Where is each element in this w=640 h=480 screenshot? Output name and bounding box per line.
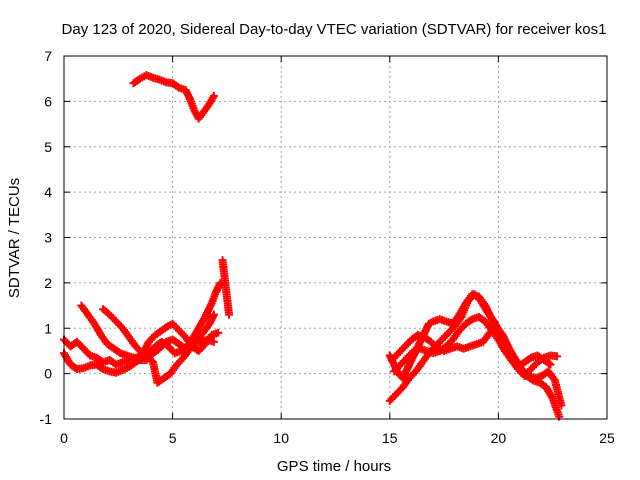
x-tick-label: 20 [491,430,507,446]
data-point [214,328,223,337]
y-tick-label: 5 [44,139,52,155]
data-point [553,352,562,361]
data-point [209,91,218,100]
x-tick-label: 0 [60,430,68,446]
data-point [209,337,218,346]
series-arc-4 [60,335,218,377]
series-arc-8 [387,321,566,410]
y-tick-labels: -1 0 1 2 3 4 5 6 7 [40,48,53,427]
x-tick-label: 15 [382,430,398,446]
data-point [209,310,218,319]
y-tick-label: 1 [44,320,52,336]
grid [64,56,607,419]
chart-title: Day 123 of 2020, Sidereal Day-to-day VTE… [62,21,607,38]
y-tick-label: -1 [40,411,53,427]
x-axis-label: GPS time / hours [277,458,391,475]
data-point [557,401,566,410]
y-tick-label: 2 [44,275,52,291]
data-points [60,71,566,421]
y-tick-label: 3 [44,230,52,246]
y-axis-label: SDTVAR / TECUs [6,178,23,298]
x-tick-label: 5 [169,430,177,446]
plot-frame [63,55,608,420]
y-tick-label: 7 [44,48,52,64]
data-point [225,310,234,319]
data-point [546,360,555,369]
x-tick-label: 25 [599,430,615,446]
series-arc-9 [390,312,555,376]
x-tick-label: 10 [273,430,289,446]
y-tick-label: 0 [44,366,52,382]
y-tick-label: 6 [44,93,52,109]
x-tick-labels: 0 5 10 15 20 25 [60,430,615,446]
series-arc-high [129,71,218,123]
data-point [544,359,553,368]
y-tick-label: 4 [44,184,52,200]
series-arc-5 [218,256,234,319]
